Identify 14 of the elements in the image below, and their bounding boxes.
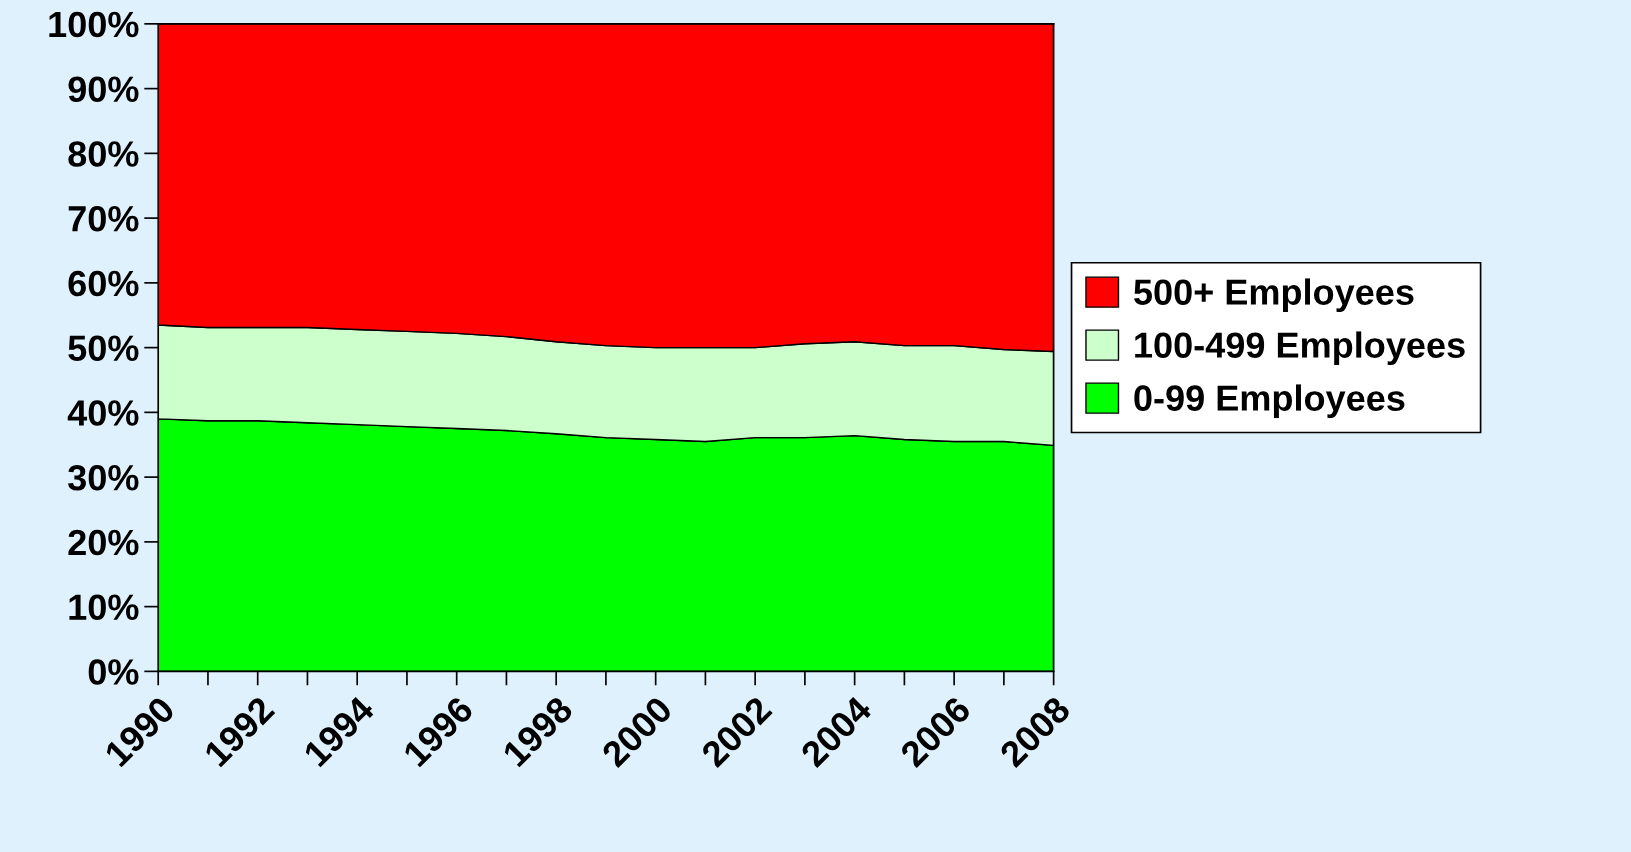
- y-tick-label: 30%: [68, 464, 139, 491]
- y-tick-label: 80%: [68, 141, 139, 167]
- y-tick-label: 100%: [49, 11, 139, 38]
- y-tick-label: 70%: [68, 205, 139, 232]
- legend-label: 500+ Employees: [1134, 278, 1414, 313]
- legend-label: 100-499 Employees: [1135, 331, 1465, 366]
- y-tick-label: 10%: [69, 594, 139, 621]
- y-tick-label: 40%: [67, 400, 139, 426]
- legend-label: 0-99 Employees: [1134, 384, 1405, 419]
- y-tick-label: 90%: [68, 76, 139, 103]
- y-tick-label: 0%: [88, 659, 139, 685]
- y-tick-label: 50%: [68, 335, 139, 362]
- y-tick-label: 60%: [68, 270, 139, 297]
- y-tick-label: 20%: [68, 529, 139, 556]
